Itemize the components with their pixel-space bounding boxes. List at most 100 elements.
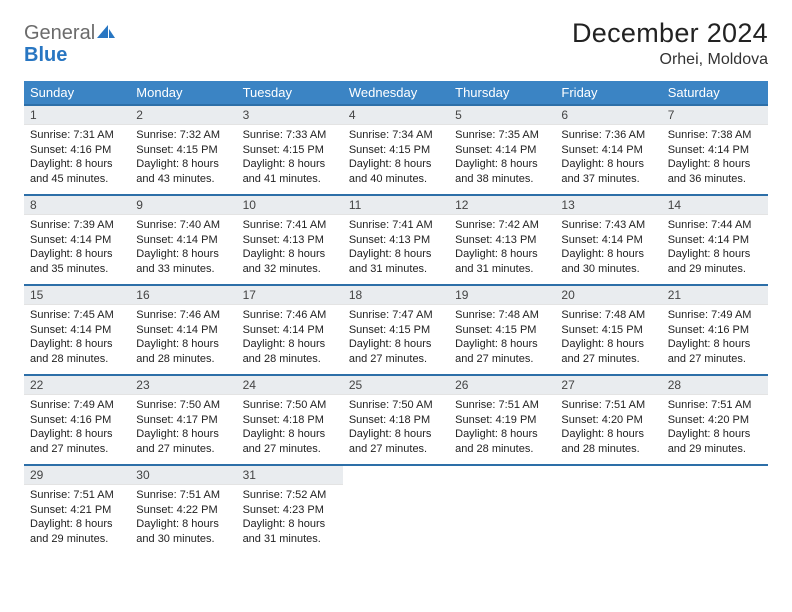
calendar-cell: 3Sunrise: 7:33 AMSunset: 4:15 PMDaylight… — [237, 105, 343, 195]
sunset-line: Sunset: 4:13 PM — [243, 233, 337, 248]
daylight-line: Daylight: 8 hours and 27 minutes. — [349, 337, 443, 366]
sunset-line: Sunset: 4:14 PM — [30, 323, 124, 338]
sunrise-line: Sunrise: 7:51 AM — [668, 398, 762, 413]
calendar-cell: 31Sunrise: 7:52 AMSunset: 4:23 PMDayligh… — [237, 465, 343, 555]
day-number: 19 — [449, 286, 555, 305]
sunset-line: Sunset: 4:16 PM — [668, 323, 762, 338]
sunset-line: Sunset: 4:15 PM — [349, 143, 443, 158]
sunset-line: Sunset: 4:14 PM — [243, 323, 337, 338]
sunrise-line: Sunrise: 7:50 AM — [349, 398, 443, 413]
daylight-line: Daylight: 8 hours and 31 minutes. — [455, 247, 549, 276]
day-number: 29 — [24, 466, 130, 485]
sunset-line: Sunset: 4:17 PM — [136, 413, 230, 428]
sunrise-line: Sunrise: 7:48 AM — [561, 308, 655, 323]
title-block: December 2024 Orhei, Moldova — [572, 18, 768, 69]
day-number: 4 — [343, 106, 449, 125]
calendar-cell: 22Sunrise: 7:49 AMSunset: 4:16 PMDayligh… — [24, 375, 130, 465]
calendar-cell — [555, 465, 661, 555]
day-number: 26 — [449, 376, 555, 395]
sunset-line: Sunset: 4:15 PM — [136, 143, 230, 158]
day-details: Sunrise: 7:49 AMSunset: 4:16 PMDaylight:… — [24, 395, 130, 460]
sunrise-line: Sunrise: 7:36 AM — [561, 128, 655, 143]
day-details: Sunrise: 7:52 AMSunset: 4:23 PMDaylight:… — [237, 485, 343, 550]
day-number: 6 — [555, 106, 661, 125]
day-details: Sunrise: 7:33 AMSunset: 4:15 PMDaylight:… — [237, 125, 343, 190]
daylight-line: Daylight: 8 hours and 37 minutes. — [561, 157, 655, 186]
day-number: 12 — [449, 196, 555, 215]
calendar-cell — [449, 465, 555, 555]
daylight-line: Daylight: 8 hours and 27 minutes. — [349, 427, 443, 456]
daylight-line: Daylight: 8 hours and 43 minutes. — [136, 157, 230, 186]
daylight-line: Daylight: 8 hours and 30 minutes. — [136, 517, 230, 546]
col-sunday: Sunday — [24, 81, 130, 105]
sunset-line: Sunset: 4:14 PM — [136, 233, 230, 248]
daylight-line: Daylight: 8 hours and 28 minutes. — [30, 337, 124, 366]
daylight-line: Daylight: 8 hours and 29 minutes. — [668, 427, 762, 456]
day-number: 27 — [555, 376, 661, 395]
col-friday: Friday — [555, 81, 661, 105]
sunset-line: Sunset: 4:14 PM — [668, 233, 762, 248]
calendar-cell: 13Sunrise: 7:43 AMSunset: 4:14 PMDayligh… — [555, 195, 661, 285]
daylight-line: Daylight: 8 hours and 28 minutes. — [561, 427, 655, 456]
col-monday: Monday — [130, 81, 236, 105]
calendar-row: 8Sunrise: 7:39 AMSunset: 4:14 PMDaylight… — [24, 195, 768, 285]
daylight-line: Daylight: 8 hours and 32 minutes. — [243, 247, 337, 276]
day-details: Sunrise: 7:51 AMSunset: 4:20 PMDaylight:… — [555, 395, 661, 460]
sunset-line: Sunset: 4:15 PM — [243, 143, 337, 158]
daylight-line: Daylight: 8 hours and 29 minutes. — [30, 517, 124, 546]
calendar-cell: 29Sunrise: 7:51 AMSunset: 4:21 PMDayligh… — [24, 465, 130, 555]
day-number: 2 — [130, 106, 236, 125]
calendar-cell: 16Sunrise: 7:46 AMSunset: 4:14 PMDayligh… — [130, 285, 236, 375]
day-details: Sunrise: 7:46 AMSunset: 4:14 PMDaylight:… — [237, 305, 343, 370]
day-details: Sunrise: 7:51 AMSunset: 4:20 PMDaylight:… — [662, 395, 768, 460]
sunset-line: Sunset: 4:20 PM — [668, 413, 762, 428]
sunrise-line: Sunrise: 7:46 AM — [136, 308, 230, 323]
sunset-line: Sunset: 4:14 PM — [668, 143, 762, 158]
col-thursday: Thursday — [449, 81, 555, 105]
daylight-line: Daylight: 8 hours and 29 minutes. — [668, 247, 762, 276]
day-details: Sunrise: 7:38 AMSunset: 4:14 PMDaylight:… — [662, 125, 768, 190]
sunset-line: Sunset: 4:19 PM — [455, 413, 549, 428]
daylight-line: Daylight: 8 hours and 33 minutes. — [136, 247, 230, 276]
daylight-line: Daylight: 8 hours and 27 minutes. — [455, 337, 549, 366]
day-details: Sunrise: 7:49 AMSunset: 4:16 PMDaylight:… — [662, 305, 768, 370]
day-details: Sunrise: 7:51 AMSunset: 4:19 PMDaylight:… — [449, 395, 555, 460]
calendar-cell: 1Sunrise: 7:31 AMSunset: 4:16 PMDaylight… — [24, 105, 130, 195]
day-number: 28 — [662, 376, 768, 395]
sunrise-line: Sunrise: 7:35 AM — [455, 128, 549, 143]
daylight-line: Daylight: 8 hours and 31 minutes. — [243, 517, 337, 546]
page-title: December 2024 — [572, 18, 768, 49]
sunrise-line: Sunrise: 7:46 AM — [243, 308, 337, 323]
day-details: Sunrise: 7:51 AMSunset: 4:21 PMDaylight:… — [24, 485, 130, 550]
calendar-cell: 26Sunrise: 7:51 AMSunset: 4:19 PMDayligh… — [449, 375, 555, 465]
day-number: 24 — [237, 376, 343, 395]
daylight-line: Daylight: 8 hours and 41 minutes. — [243, 157, 337, 186]
calendar-cell: 20Sunrise: 7:48 AMSunset: 4:15 PMDayligh… — [555, 285, 661, 375]
sunrise-line: Sunrise: 7:52 AM — [243, 488, 337, 503]
calendar-cell: 14Sunrise: 7:44 AMSunset: 4:14 PMDayligh… — [662, 195, 768, 285]
day-number: 30 — [130, 466, 236, 485]
header: General Blue December 2024 Orhei, Moldov… — [24, 18, 768, 69]
sunset-line: Sunset: 4:14 PM — [561, 143, 655, 158]
day-details: Sunrise: 7:32 AMSunset: 4:15 PMDaylight:… — [130, 125, 236, 190]
sunrise-line: Sunrise: 7:42 AM — [455, 218, 549, 233]
calendar-cell: 28Sunrise: 7:51 AMSunset: 4:20 PMDayligh… — [662, 375, 768, 465]
day-number: 21 — [662, 286, 768, 305]
day-number: 17 — [237, 286, 343, 305]
calendar-cell — [343, 465, 449, 555]
daylight-line: Daylight: 8 hours and 28 minutes. — [136, 337, 230, 366]
daylight-line: Daylight: 8 hours and 31 minutes. — [349, 247, 443, 276]
day-details: Sunrise: 7:51 AMSunset: 4:22 PMDaylight:… — [130, 485, 236, 550]
sunrise-line: Sunrise: 7:31 AM — [30, 128, 124, 143]
day-number: 14 — [662, 196, 768, 215]
sunset-line: Sunset: 4:23 PM — [243, 503, 337, 518]
day-number: 23 — [130, 376, 236, 395]
sunrise-line: Sunrise: 7:47 AM — [349, 308, 443, 323]
sunrise-line: Sunrise: 7:51 AM — [30, 488, 124, 503]
weekday-header-row: Sunday Monday Tuesday Wednesday Thursday… — [24, 81, 768, 105]
sunrise-line: Sunrise: 7:32 AM — [136, 128, 230, 143]
day-details: Sunrise: 7:42 AMSunset: 4:13 PMDaylight:… — [449, 215, 555, 280]
calendar-cell: 25Sunrise: 7:50 AMSunset: 4:18 PMDayligh… — [343, 375, 449, 465]
calendar-cell: 17Sunrise: 7:46 AMSunset: 4:14 PMDayligh… — [237, 285, 343, 375]
day-number: 8 — [24, 196, 130, 215]
